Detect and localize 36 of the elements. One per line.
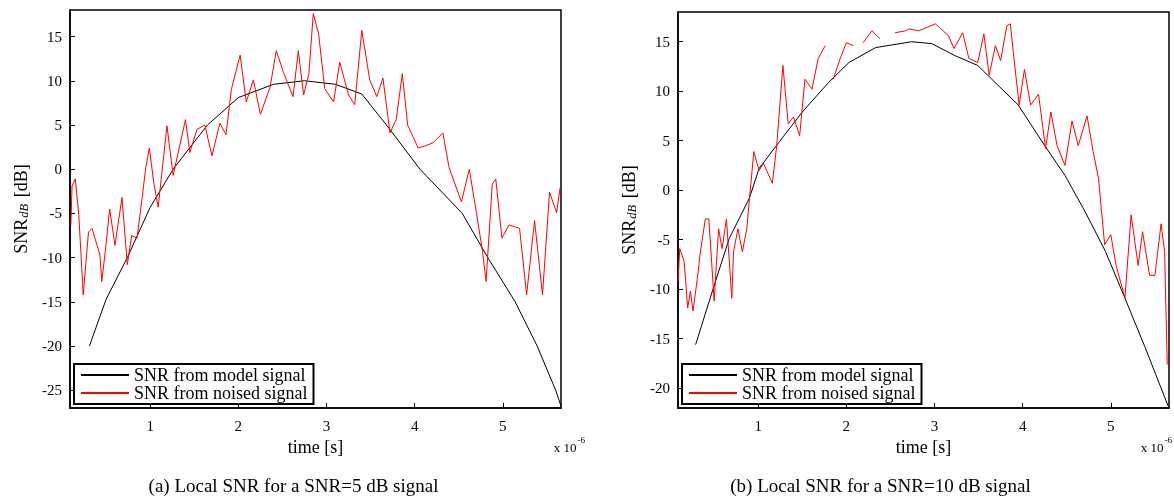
x-tick-label: 5: [1107, 417, 1115, 434]
x-tick-label: 2: [234, 417, 243, 434]
y-tick-label: 10: [655, 83, 670, 100]
y-tick-label: 0: [662, 182, 670, 199]
y-tick-label: 10: [47, 72, 62, 89]
y-tick-label: 0: [54, 161, 62, 178]
y-tick-label: -10: [650, 281, 670, 298]
x-tick-label: 2: [842, 417, 851, 434]
y-tick-label: 15: [47, 28, 62, 45]
y-tick-label: 5: [54, 116, 62, 133]
y-tick-label: -5: [657, 231, 670, 248]
y-axis-title: SNRdB [dB]: [11, 164, 31, 254]
text: (a) Local SNR for a SNR=5 dB signal: [148, 475, 439, 497]
y-tick-label: -15: [42, 293, 62, 310]
line-series: [70, 13, 561, 296]
y-tick-label: 5: [662, 132, 670, 149]
y-tick-label: -20: [42, 338, 62, 355]
y-tick-label: -20: [650, 380, 670, 397]
legend-label: SNR from model signal: [134, 365, 306, 385]
legend-label: SNR from model signal: [742, 365, 914, 385]
x-tick-label: 3: [322, 417, 331, 434]
x-axis-title: time [s]: [895, 436, 952, 457]
y-axis-title: SNRdB [dB]: [619, 165, 639, 255]
text: (b) Local SNR for a SNR=10 dB signal: [730, 475, 1031, 497]
y-tick-label: 15: [655, 33, 670, 50]
x-axis-title: time [s]: [287, 436, 344, 457]
x-tick-label: 1: [146, 417, 154, 434]
y-tick-label: -25: [42, 382, 62, 399]
y-tick-label: -10: [42, 249, 62, 266]
x-tick-label: 4: [410, 417, 419, 434]
y-tick-label: -5: [49, 205, 62, 222]
x-tick-label: 5: [499, 417, 507, 434]
x-tick-label: 3: [930, 417, 939, 434]
x-tick-label: 1: [754, 417, 762, 434]
y-tick-label: -15: [650, 330, 670, 347]
x-tick-label: 4: [1018, 417, 1027, 434]
